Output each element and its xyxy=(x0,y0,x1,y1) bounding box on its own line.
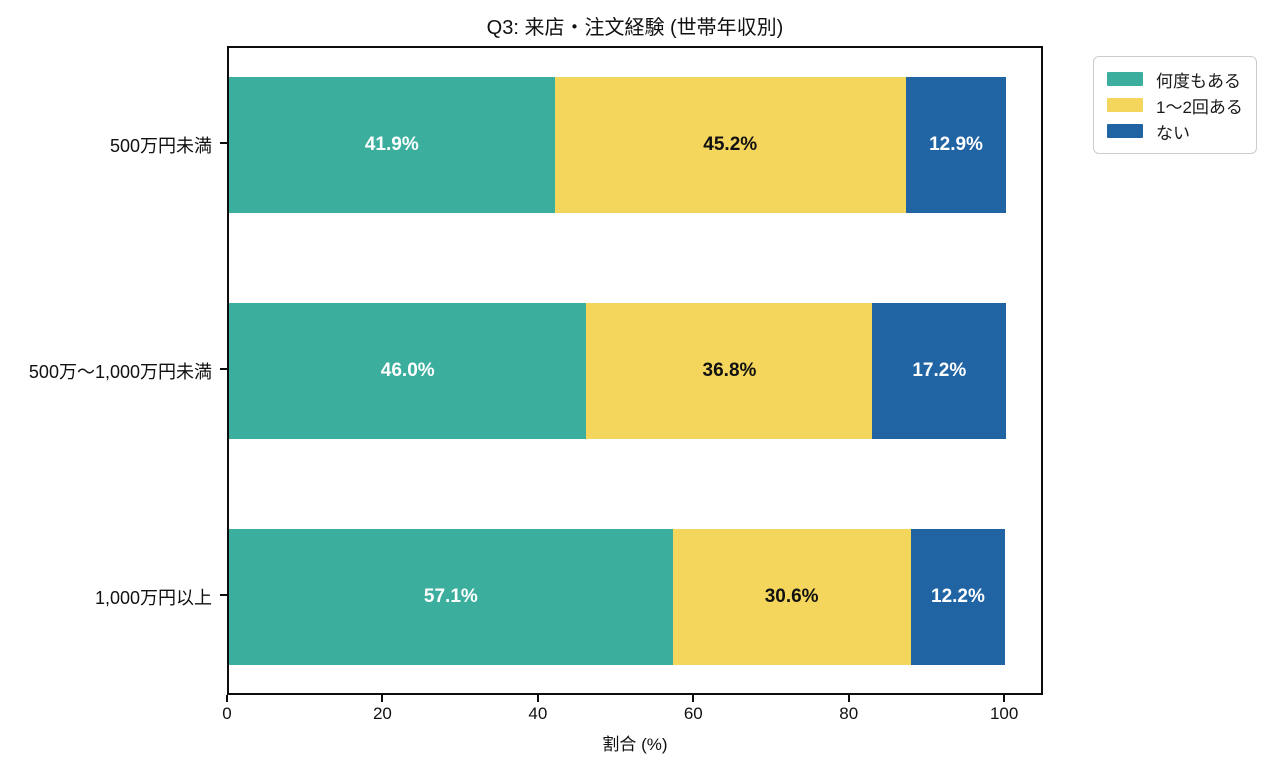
plot-area: 41.9% 45.2% 12.9% 46.0% 36.8% 17.2% 57.1% 30.6%… xyxy=(227,46,1043,695)
legend-swatch-icon xyxy=(1107,124,1143,138)
bar-segment-ない: 12.9% xyxy=(905,77,1007,213)
y-tick-label: 500万円未満 xyxy=(109,136,212,156)
chart-title: Q3: 来店・注文経験 (世帯年収別) xyxy=(486,17,784,39)
x-tick-mark xyxy=(1003,695,1006,702)
x-tick-mark xyxy=(536,695,539,702)
legend-item: 何度もある xyxy=(1107,66,1243,92)
bar-segment-1〜2回ある: 36.8% xyxy=(586,303,873,439)
x-tick-label: 60 xyxy=(683,704,703,723)
bar-row: 46.0% 36.8% 17.2% xyxy=(229,303,1041,439)
bar-value-label: 57.1% xyxy=(423,586,478,607)
x-tick-label: 40 xyxy=(528,704,548,723)
bar-segment-1〜2回ある: 30.6% xyxy=(672,529,911,665)
bar-segment-何度もある: 41.9% xyxy=(229,77,555,213)
x-tick-label: 0 xyxy=(222,704,232,723)
legend: 何度もある 1〜2回ある ない xyxy=(1093,56,1257,154)
bar-value-label: 30.6% xyxy=(764,586,819,607)
bar-value-label: 41.9% xyxy=(364,134,419,155)
x-tick-label: 100 xyxy=(989,704,1019,723)
bar-value-label: 12.2% xyxy=(931,586,985,607)
bar-segment-何度もある: 46.0% xyxy=(229,303,587,439)
legend-label: 何度もある xyxy=(1156,71,1241,91)
x-tick-mark xyxy=(847,695,850,702)
bar-value-label: 17.2% xyxy=(912,360,967,381)
x-tick-label: 20 xyxy=(372,704,392,723)
x-tick-label: 80 xyxy=(839,704,859,723)
y-tick-label: 1,000万円以上 xyxy=(94,588,212,608)
bar-value-label: 12.9% xyxy=(929,134,983,155)
legend-label: 1〜2回ある xyxy=(1156,97,1243,117)
bar-segment-ない: 12.2% xyxy=(910,529,1006,665)
y-tick-mark xyxy=(220,594,227,596)
bar-value-label: 46.0% xyxy=(380,360,435,381)
x-tick-mark xyxy=(692,695,695,702)
y-tick-mark xyxy=(220,368,227,370)
y-tick-mark xyxy=(220,142,227,144)
x-tick-mark xyxy=(226,695,228,702)
bar-row: 41.9% 45.2% 12.9% xyxy=(229,77,1041,213)
legend-item: ない xyxy=(1107,118,1243,144)
bar-segment-何度もある: 57.1% xyxy=(229,529,673,665)
legend-swatch-icon xyxy=(1107,98,1143,112)
bar-value-label: 45.2% xyxy=(703,134,758,155)
bar-segment-ない: 17.2% xyxy=(872,303,1007,439)
bar-value-label: 36.8% xyxy=(702,360,757,381)
legend-label: ない xyxy=(1156,123,1190,143)
x-axis-label: 割合 (%) xyxy=(602,735,668,754)
bar-segment-1〜2回ある: 45.2% xyxy=(554,77,906,213)
legend-swatch-icon xyxy=(1107,72,1143,86)
legend-item: 1〜2回ある xyxy=(1107,92,1243,118)
x-tick-mark xyxy=(381,695,384,702)
bar-row: 57.1% 30.6% 12.2% xyxy=(229,529,1041,665)
y-tick-label: 500万〜1,000万円未満 xyxy=(28,362,212,382)
